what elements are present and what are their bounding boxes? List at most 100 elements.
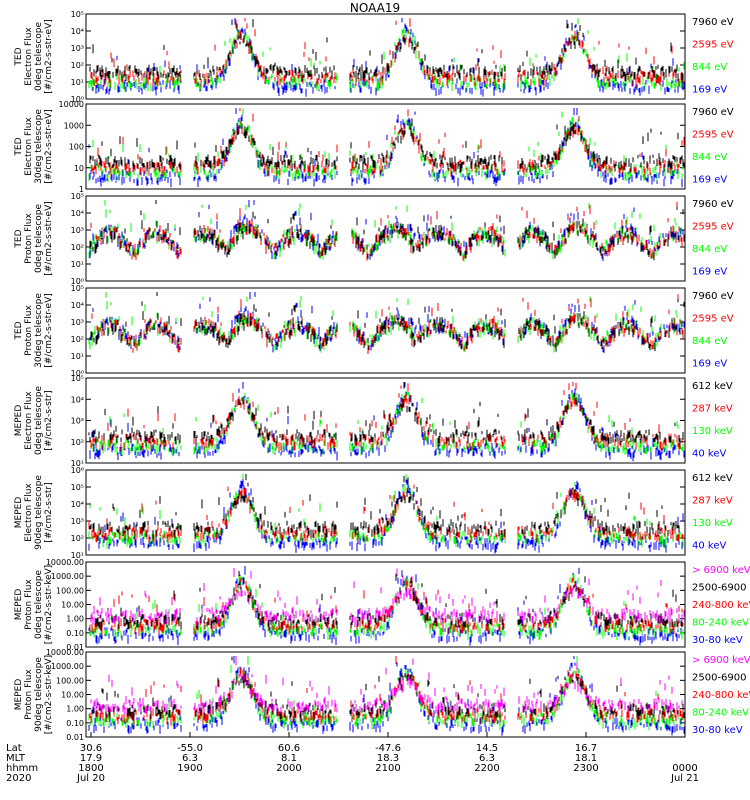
y-axis-label: Proton Flux [24,669,34,720]
panel-3 [85,195,686,282]
x-label-hhmm: 2100 [375,763,400,774]
y-axis-label: Electron Flux [24,391,34,450]
x-label-hhmm: 2300 [573,763,598,774]
y-axis-label: 0deg telescope [34,386,44,456]
y-tick-label: 10¹ [71,551,84,560]
y-tick-label: 1.00 [66,705,84,714]
y-axis-label: 30deg telescope [34,109,44,184]
y-axis-label: 0deg telescope [34,570,44,640]
y-tick-label: 10⁵ [71,284,84,293]
y-tick-label: 10¹ [71,78,84,87]
series-black [89,474,680,539]
x-label-hhmm: 2200 [474,763,499,774]
y-axis-label: 0deg telescope [34,22,44,92]
legend-80-240-kev: 80-240 keV [692,618,749,629]
y-tick-label: 1000.00 [51,662,84,671]
series-black [90,292,685,352]
y-tick-label: 10³ [71,44,84,53]
series-red [89,577,684,636]
legend-844-ev: 844 eV [692,336,727,347]
panel-7 [85,561,686,648]
x-label-mlt: 17.9 [80,753,102,764]
legend-240-800-kev: 240-800 keV [692,600,750,611]
y-tick-label: 10³ [71,318,84,327]
legend-7960-ev: 7960 eV [692,17,734,28]
panel-2 [85,103,686,190]
y-tick-label: 10¹ [71,459,84,468]
panel-1 [85,13,686,100]
legend-7960-ev: 7960 eV [692,199,734,210]
y-axis-label: Electron Flux [24,27,34,86]
legend-40-kev: 40 keV [692,541,726,552]
legend-844-ev: 844 eV [692,244,727,255]
y-axis-label: [#/cm2-s-str-eV] [44,293,54,368]
y-axis-label: Proton Flux [24,213,34,264]
series-red [91,294,684,354]
y-tick-label: 10⁶ [71,466,84,475]
panel-4 [85,287,686,374]
y-axis-label: [#/cm2-s-str-eV] [44,201,54,276]
y-axis-label: TED [14,137,24,156]
x-label-date: Jul 21 [670,773,699,784]
y-tick-label: 10⁴ [71,500,84,509]
legend-80-240-kev: 80-240 keV [692,708,749,719]
legend-240-800-kev: 240-800 keV [692,690,750,701]
series-black [89,200,685,261]
y-tick-label: 100.00 [56,586,84,595]
chart-title: NOAA19 [349,1,401,15]
y-axis-label: MEPED [14,405,24,437]
panel-frame [85,13,686,100]
legend-169-ev: 169 eV [692,175,727,186]
legend-2500-6900: 2500-6900 [692,673,747,684]
legend-287-kev: 287 keV [692,496,733,507]
y-axis-label: 0deg telescope [34,204,44,274]
y-tick-label: 10⁵ [71,483,84,492]
legend-844-ev: 844 eV [692,62,727,73]
y-tick-label: 10² [71,243,84,252]
y-tick-label: 10² [71,438,84,447]
y-tick-label: 10² [71,61,84,70]
y-axis-label: TED [14,229,24,248]
x-label-mlt: 6.3 [479,753,495,764]
x-label-lat: -55.0 [177,743,203,754]
y-tick-label: 10⁴ [71,395,84,404]
panel-frame [85,651,686,738]
y-axis-label: [#/cm2-s-str-eV] [44,109,54,184]
series-green [89,574,684,641]
y-axis-label: [#/cm2-s-str-keV] [44,655,54,734]
y-tick-label: 0.10 [66,719,84,728]
legend-30-80-kev: 30-80 keV [692,725,743,736]
y-axis-label: [#/cm2-s-str] [44,390,54,450]
y-tick-label: 0.01 [66,643,84,652]
y-axis-label: 90deg telescope [34,475,44,550]
series-blue [89,382,685,462]
x-row-label-2020: 2020 [6,773,31,784]
panel-frame [85,469,686,556]
legend-612-kev: 612 keV [692,473,733,484]
y-tick-label: 0.10 [66,629,84,638]
series-green [88,108,684,183]
legend-287-kev: 287 keV [692,404,733,415]
y-tick-label: 1000.00 [51,572,84,581]
series-blue [88,566,682,646]
y-tick-label: 10¹ [71,260,84,269]
y-axis-label: TED [14,321,24,340]
x-label-mlt: 18.3 [377,753,399,764]
series-black [88,382,684,447]
panel-frame [85,103,686,190]
y-axis-label: Electron Flux [24,117,34,176]
y-tick-label: 100.00 [56,676,84,685]
series-green [90,391,684,456]
y-tick-label: 10⁴ [71,301,84,310]
y-tick-label: 10⁰ [71,369,84,378]
x-label-lat: -47.6 [375,743,401,754]
y-tick-label: 100 [69,143,84,152]
y-tick-label: 10¹ [71,352,84,361]
x-row-label-lat: Lat [6,743,22,754]
y-axis-label: TED [14,47,24,66]
y-axis-label: [#/cm2-s-str-eV] [44,19,54,94]
y-axis-label: 30deg telescope [34,293,44,368]
y-tick-label: 10³ [71,517,84,526]
x-row-label-mlt: MLT [6,753,26,764]
x-label-mlt: 6.3 [182,753,198,764]
